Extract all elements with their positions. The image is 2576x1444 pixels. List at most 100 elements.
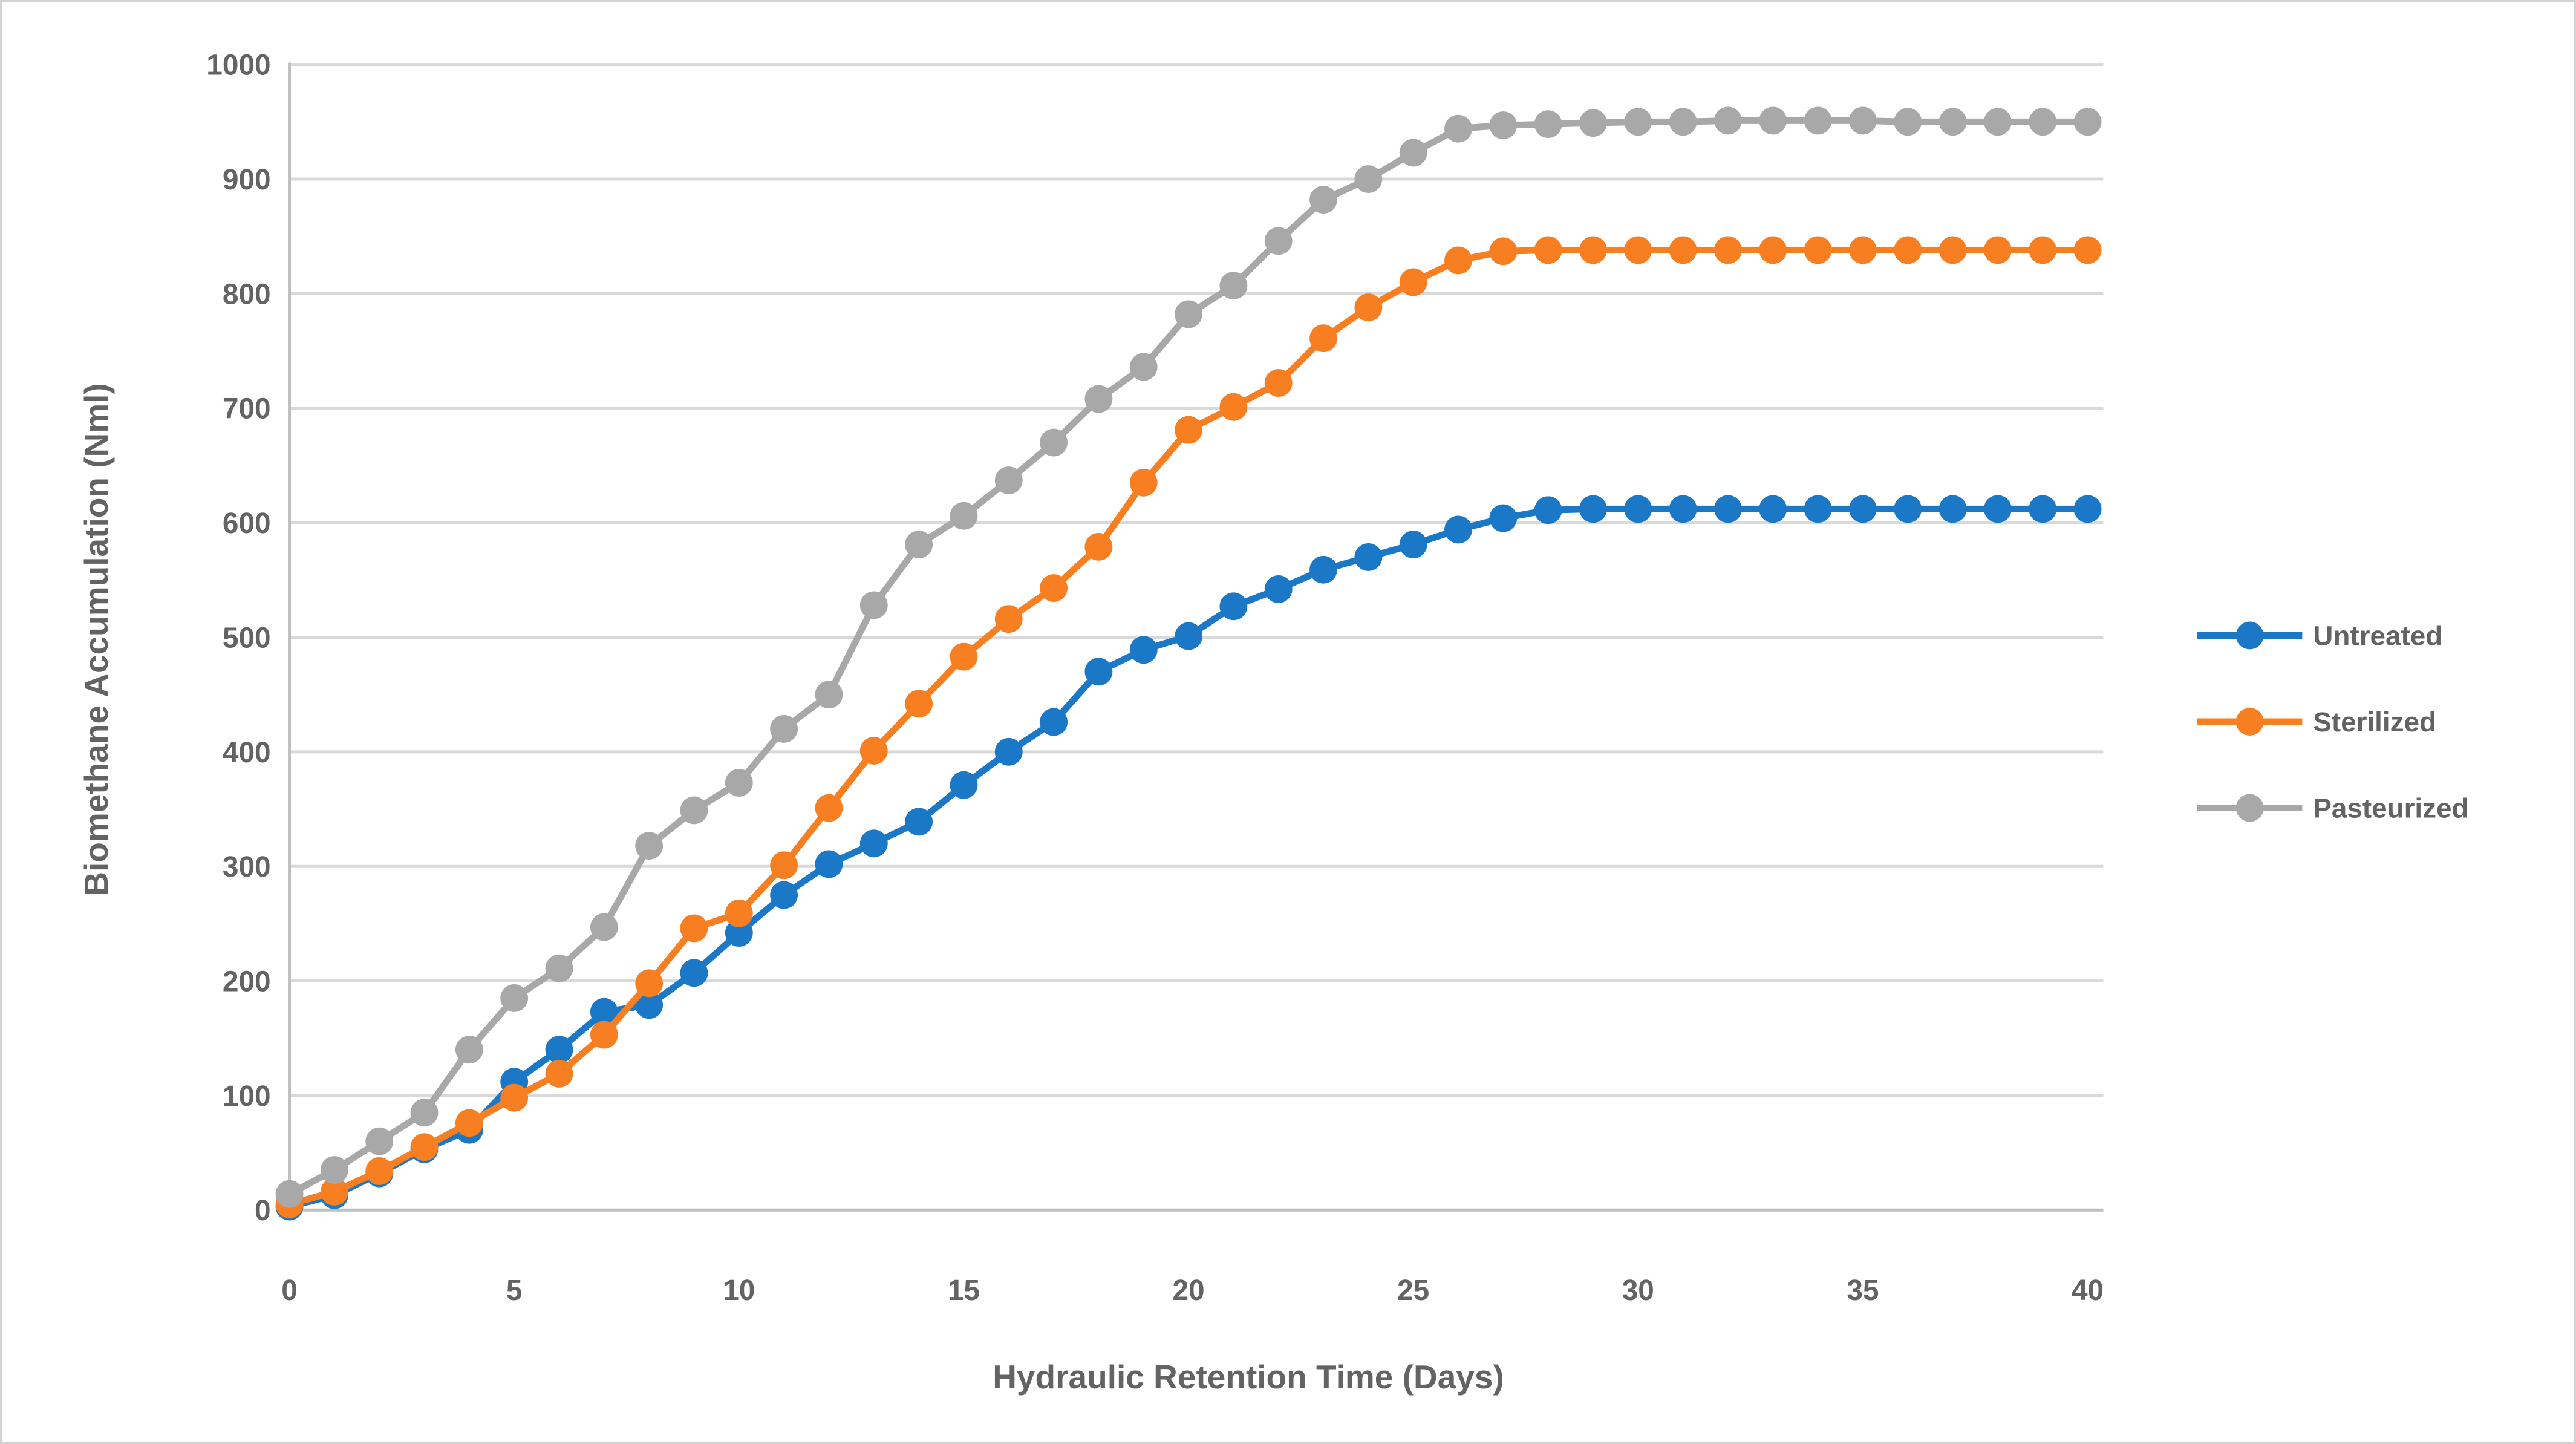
series-marker-sterilized <box>320 1178 348 1206</box>
series-marker-pasteurized <box>1309 186 1337 214</box>
series-marker-untreated <box>1129 636 1158 664</box>
series-marker-untreated <box>1624 495 1652 523</box>
series-marker-untreated <box>1894 495 1922 523</box>
series-marker-sterilized <box>1804 236 1832 264</box>
series-marker-pasteurized <box>1354 165 1383 193</box>
series-marker-untreated <box>680 959 708 987</box>
series-marker-untreated <box>1489 504 1518 532</box>
x-tick-label: 30 <box>1622 1275 1654 1307</box>
series-marker-pasteurized <box>320 1156 348 1184</box>
series-marker-pasteurized <box>590 913 618 941</box>
series-marker-untreated <box>1714 495 1742 523</box>
series-marker-sterilized <box>1129 468 1158 497</box>
series-marker-pasteurized <box>1399 139 1427 167</box>
series-marker-pasteurized <box>950 501 978 530</box>
series-marker-pasteurized <box>725 769 753 797</box>
series-marker-untreated <box>1939 495 1967 523</box>
series-marker-untreated <box>905 808 933 836</box>
series-marker-sterilized <box>994 605 1023 633</box>
series-marker-untreated <box>994 737 1023 766</box>
series-marker-sterilized <box>1534 236 1562 264</box>
series-marker-sterilized <box>1714 236 1742 264</box>
series-marker-untreated <box>815 850 843 878</box>
series-marker-sterilized <box>455 1109 483 1137</box>
y-tick-label: 400 <box>223 737 271 769</box>
legend-marker-untreated <box>2235 621 2264 650</box>
series-marker-pasteurized <box>1983 108 2012 136</box>
series-marker-untreated <box>1175 622 1202 650</box>
series-marker-sterilized <box>1084 532 1113 561</box>
series-marker-sterilized <box>1444 246 1472 275</box>
series-marker-pasteurized <box>1175 300 1202 328</box>
y-tick-label: 500 <box>223 622 271 654</box>
series-marker-pasteurized <box>1129 353 1158 381</box>
series-marker-sterilized <box>1624 236 1652 264</box>
series-marker-pasteurized <box>815 681 843 709</box>
series-marker-untreated <box>1444 515 1472 544</box>
series-marker-pasteurized <box>1534 110 1562 139</box>
series-marker-sterilized <box>1939 236 1967 264</box>
series-marker-untreated <box>545 1036 573 1064</box>
y-tick-label: 700 <box>223 393 271 425</box>
series-marker-pasteurized <box>1894 108 1922 136</box>
series-marker-untreated <box>1534 496 1562 524</box>
series-marker-pasteurized <box>1669 108 1697 136</box>
x-tick-label: 20 <box>1172 1275 1204 1307</box>
x-axis-title: Hydraulic Retention Time (Days) <box>993 1358 1504 1396</box>
series-marker-untreated <box>1759 495 1787 523</box>
series-marker-pasteurized <box>1714 106 1742 135</box>
series-marker-untreated <box>1983 495 2012 523</box>
y-tick-label: 800 <box>223 278 271 310</box>
x-tick-label: 15 <box>948 1275 980 1307</box>
legend-marker-sterilized <box>2235 708 2264 736</box>
series-marker-sterilized <box>680 914 708 943</box>
series-marker-untreated <box>590 998 618 1026</box>
series-marker-untreated <box>1040 708 1068 736</box>
series-marker-untreated <box>1579 495 1607 523</box>
y-tick-label: 100 <box>223 1080 271 1112</box>
series-marker-pasteurized <box>770 715 798 743</box>
x-tick-label: 40 <box>2072 1275 2104 1307</box>
series-marker-sterilized <box>770 851 798 880</box>
series-marker-pasteurized <box>545 954 573 982</box>
series-marker-untreated <box>2073 495 2102 523</box>
series-marker-sterilized <box>1399 268 1427 296</box>
series-marker-pasteurized <box>410 1099 439 1127</box>
y-axis-title: Biomethane Accumulation (Nml) <box>77 383 115 896</box>
series-marker-pasteurized <box>1444 114 1472 143</box>
series-marker-pasteurized <box>905 531 933 559</box>
series-marker-sterilized <box>1175 416 1202 444</box>
series-marker-pasteurized <box>994 466 1023 494</box>
legend-label-sterilized: Sterilized <box>2313 707 2436 737</box>
series-marker-pasteurized <box>635 832 664 860</box>
series-marker-untreated <box>635 991 664 1019</box>
legend-marker-pasteurized <box>2235 794 2264 822</box>
series-marker-pasteurized <box>2073 108 2102 136</box>
series-marker-pasteurized <box>455 1036 483 1064</box>
x-tick-label: 5 <box>506 1275 523 1307</box>
y-tick-label: 900 <box>223 164 271 196</box>
series-marker-pasteurized <box>1759 106 1787 135</box>
series-marker-sterilized <box>1354 293 1383 322</box>
series-marker-sterilized <box>1579 236 1607 264</box>
series-marker-pasteurized <box>1624 108 1652 136</box>
series-marker-untreated <box>2029 495 2057 523</box>
series-marker-pasteurized <box>1939 108 1967 136</box>
series-marker-untreated <box>725 919 753 947</box>
series-marker-sterilized <box>1219 393 1248 421</box>
series-marker-sterilized <box>545 1060 573 1088</box>
series-marker-sterilized <box>635 969 664 998</box>
series-marker-untreated <box>1309 555 1337 584</box>
legend-label-pasteurized: Pasteurized <box>2313 792 2468 823</box>
series-marker-sterilized <box>905 690 933 718</box>
series-marker-pasteurized <box>859 591 888 619</box>
series-marker-pasteurized <box>1084 385 1113 413</box>
series-marker-sterilized <box>410 1133 439 1161</box>
series-marker-sterilized <box>1040 574 1068 602</box>
series-marker-sterilized <box>1894 236 1922 264</box>
series-marker-sterilized <box>2029 236 2057 264</box>
series-marker-pasteurized <box>275 1180 304 1208</box>
series-marker-pasteurized <box>1579 109 1607 137</box>
